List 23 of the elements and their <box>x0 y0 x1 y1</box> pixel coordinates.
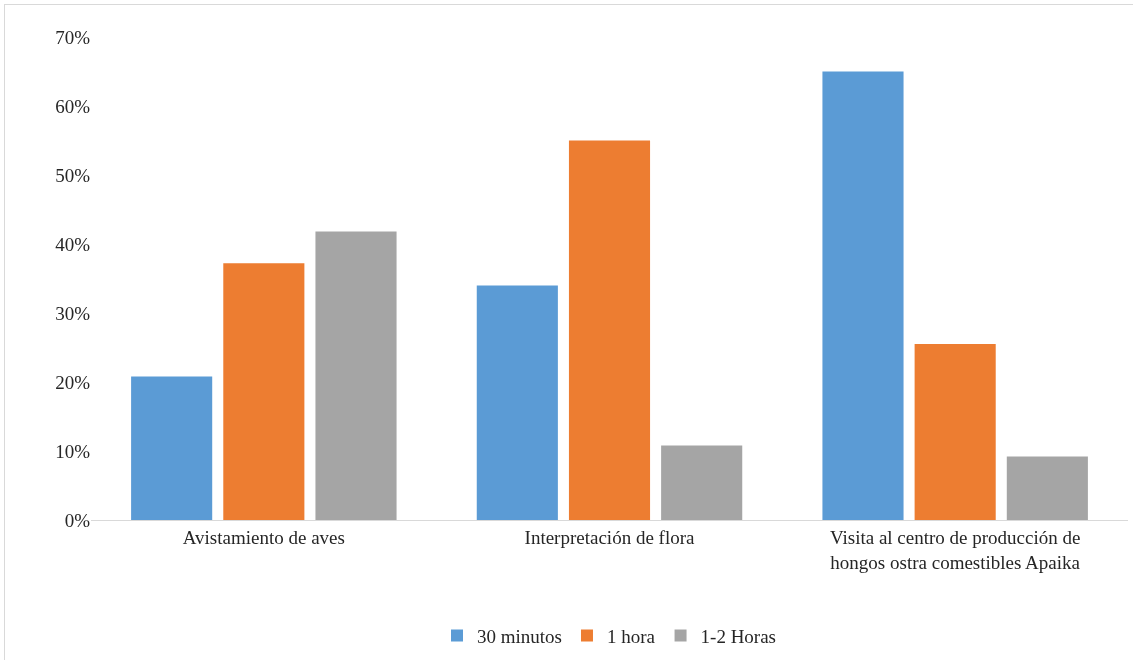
legend-label: 1-2 Horas <box>700 625 777 647</box>
x-tick-label: Interpretación de flora <box>524 526 695 548</box>
y-tick-label: 0% <box>64 509 91 531</box>
y-tick-label: 30% <box>55 302 91 324</box>
bar <box>476 285 558 520</box>
x-tick-label: Avistamiento de aves <box>182 526 345 548</box>
bar <box>1006 456 1088 520</box>
bar <box>315 231 397 520</box>
y-tick-label: 20% <box>55 371 91 393</box>
y-tick-label: 10% <box>55 440 91 462</box>
legend-label: 1 hora <box>606 625 656 647</box>
bar <box>661 445 743 520</box>
x-tick-label: Visita al centro de producción de hongos ostra comestibles Apaika <box>829 526 1081 573</box>
bar <box>131 376 213 520</box>
bar <box>914 344 996 520</box>
legend-label: 30 minutos <box>477 625 562 647</box>
bar <box>822 71 904 520</box>
y-tick-label: 40% <box>55 233 91 255</box>
y-tick-label: 50% <box>55 164 91 186</box>
y-tick-label: 60% <box>55 95 91 117</box>
bar <box>223 263 305 520</box>
y-tick-label: 70% <box>55 26 91 48</box>
bar <box>568 140 651 520</box>
